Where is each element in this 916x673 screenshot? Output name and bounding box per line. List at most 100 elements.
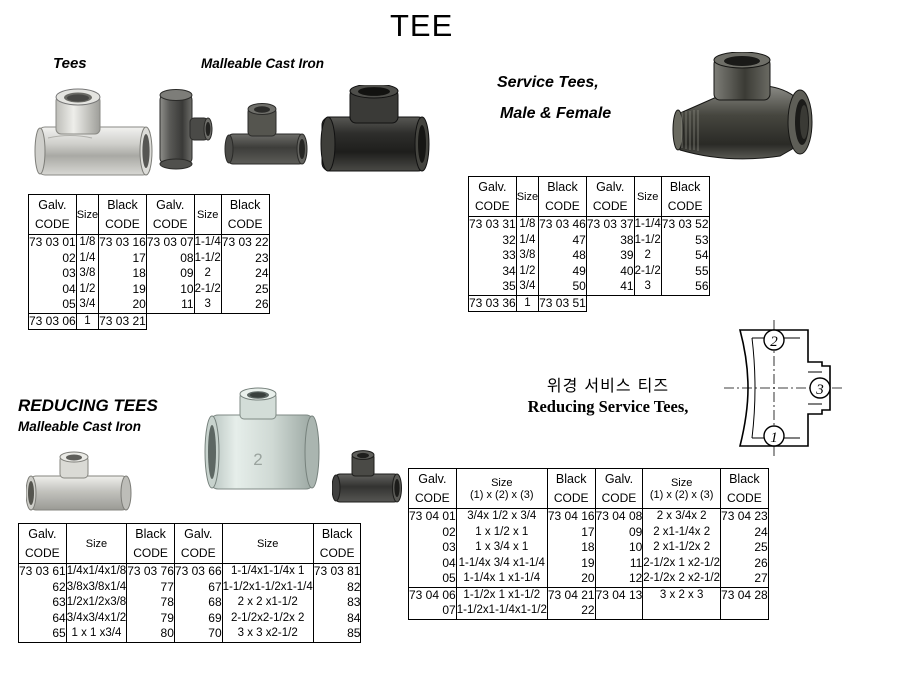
cell-value: 05 [442,571,456,585]
cell-value: 09 [628,524,643,539]
cell-value: 82 [347,579,361,594]
cell-value: 68 [208,595,222,609]
cell-value: 04 [442,555,456,570]
galv-code-list: 73 04 08 09 10 11 12 [594,508,644,588]
cell-value: 3/4x3/4x1/2 [66,611,127,624]
code-first: 73 04 23 [721,509,768,523]
galv-code-last: 73 03 36 [468,294,517,312]
col-header-code: CODE [585,196,635,217]
code-rest: 02 03 04 05 [409,524,456,587]
cell-value: 02 [62,250,76,265]
galv-code-list: 73 03 37 38 39 40 41 [585,216,635,296]
code-first: 73 03 81 [313,564,361,578]
cell-value: 1 x 1/2 x 1 [475,525,529,538]
code-rest: 47 48 49 50 [539,233,586,295]
cell-value: 84 [347,610,361,625]
col-header-black: Black [126,523,175,544]
cell-value: 63 [52,595,66,609]
code-rest: 02 03 04 05 [29,250,76,313]
size-list: 2 x 3/4x 2 2 x1-1/4x 2 2 x1-1/2x 2 2-1/2x 1… [642,508,722,588]
galv-code-list: 73 03 01 02 03 04 05 [28,234,77,314]
cell-value: 17 [581,524,595,539]
black-code-list: 73 03 46 47 48 49 50 [538,216,587,296]
cell-value: 3 [204,298,211,310]
cell-value: 3/8 [519,249,536,261]
col-header-galv: Galv. [594,468,644,489]
cell-value: 19 [581,555,595,570]
code-first: 73 03 01 [29,235,76,249]
col-header-black: Black [220,194,270,215]
empty-cell [586,295,634,312]
col-header-code: CODE [660,196,710,217]
reducing-tees-material-label: Malleable Cast Iron [18,419,142,434]
empty-cell [194,313,221,330]
cell-value: 11 [629,555,643,570]
galv-code-list: 73 04 01 02 03 04 05 [408,508,457,588]
photo-reducing-tee-large: 2 [204,385,322,500]
cell-value: 67 [208,579,222,594]
cell-value: 48 [572,248,586,262]
cell-value: 39 [620,248,634,262]
col-header-size: Size [75,194,100,235]
cell-value: 1/8 [519,218,536,230]
black-code-list-last: 73 04 21 22 [546,586,596,620]
code-rest: 08 09 10 11 [147,251,193,313]
col-header-code: CODE [468,196,517,217]
tees-table: Galv. Size Black Galv. Size Black CODE C… [28,194,270,330]
cell-value: 32 [502,232,516,247]
cell-value: 02 [442,524,456,539]
cell-value: 1 x 1 x3/4 [71,627,122,639]
col-header-code: CODE [173,543,223,564]
code-rest: 67 68 69 70 [175,579,222,642]
service-tees-title-line1: Service Tees, [497,74,599,91]
cell-value: 25 [255,281,269,296]
col-header-code: CODE [18,543,67,564]
cell-value: 80 [160,626,174,640]
reducing-service-tees-korean: 위경 서비스 티즈 [546,376,670,395]
col-header-size: Size [221,523,314,564]
photo-reducing-tee-black [331,448,402,515]
code-rest: 38 39 40 41 [587,233,634,295]
cell-value: 2 [644,249,651,261]
size-last: 1 [75,312,100,330]
cell-value: 1/8 [79,236,96,248]
cell-value: 12 [628,571,643,585]
col-header-code: CODE [98,214,147,235]
cell-value: 54 [695,248,709,262]
col-header-size: Size [633,176,662,217]
code-rest: 22 [548,603,595,619]
cell-value: 22 [581,603,595,617]
service-tees-title-line2: Male & Female [500,105,612,122]
code-first: 73 04 06 [409,587,456,602]
cell-value: 1-1/4 [194,236,221,248]
cell-value: 33 [502,248,516,262]
galv-code-last: 73 03 06 [28,312,77,330]
reducing-service-tees-english: Reducing Service Tees, [527,397,689,416]
cell-value: 03 [62,266,76,280]
cell-value: 3 x 3 x2-1/2 [237,627,298,639]
code-first: 73 04 08 [595,509,643,523]
col-header-galv: Galv. [28,194,77,215]
cell-value: 1-1/2 [194,251,221,264]
col-header-code: CODE [720,488,769,509]
size-label: Size [491,476,513,489]
cell-value: 1-1/4x 1 x1-1/4 [463,572,541,584]
code-rest: 53 54 55 56 [662,233,709,295]
cell-value: 1-1/2x 1 x1-1/2 [463,588,541,601]
cell-value: 40 [620,263,634,278]
photo-black-tee-small [152,88,214,175]
col-header-galv: Galv. [173,523,223,544]
size-last: 1 [515,294,540,312]
cell-value: 83 [347,595,361,609]
size-label: Size [670,476,693,489]
cell-value: 70 [208,626,222,640]
col-header-code: CODE [220,214,270,235]
cell-value: 2-1/2x2-1/2x 2 [230,611,305,624]
empty-cell [634,295,661,312]
col-header-code: CODE [145,214,195,235]
code-rest: 17 18 19 20 [99,250,146,313]
cell-value: 17 [132,250,146,265]
black-code-last: 73 03 21 [98,312,147,330]
code-rest: 82 83 84 85 [314,579,361,642]
cell-value: 50 [572,279,586,293]
